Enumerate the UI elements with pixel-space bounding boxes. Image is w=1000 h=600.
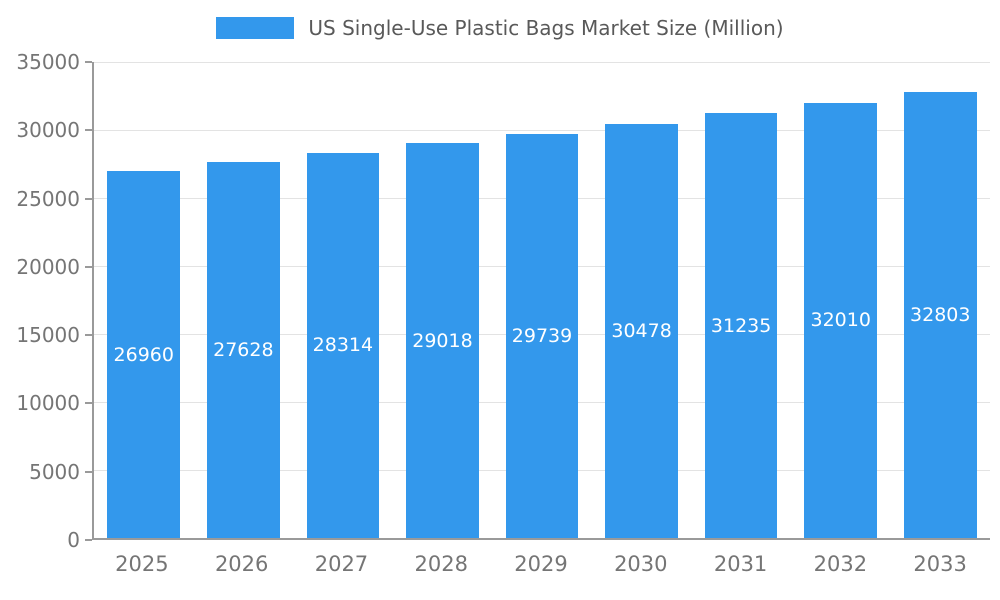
bar[interactable]: 28314 (306, 152, 380, 538)
x-tick-label: 2030 (614, 552, 668, 576)
y-tick-mark (85, 61, 92, 63)
bar-value-label: 30478 (611, 319, 672, 342)
y-tick-mark (85, 539, 92, 541)
bar-value-label: 27628 (213, 339, 274, 362)
bar[interactable]: 30478 (605, 123, 678, 538)
bar-slot: 32803 (891, 62, 991, 538)
y-tick-label: 5000 (29, 459, 80, 484)
y-tick-mark (85, 265, 92, 268)
bar[interactable]: 29739 (505, 133, 579, 538)
bar-slot: 29018 (393, 62, 493, 538)
x-tick-label: 2027 (314, 552, 369, 576)
y-tick-label: 15000 (16, 323, 80, 348)
bar-value-label: 29018 (412, 329, 473, 352)
y-tick-mark (85, 334, 92, 337)
plot-area: 26960 27628 28314 29018 29739 30478 31235 32010… (92, 62, 990, 540)
bar-slot: 29739 (492, 62, 592, 538)
bar-value-label: 28314 (312, 334, 374, 357)
bar[interactable]: 26960 (107, 171, 181, 538)
x-tick-label: 2028 (414, 552, 468, 576)
y-tick-label: 20000 (16, 254, 80, 279)
legend-label: US Single-Use Plastic Bags Market Size (… (308, 16, 784, 40)
x-axis-labels: 2025 2026 2027 2028 2029 2030 2031 2032 2033 (92, 552, 990, 576)
bar-value-label: 26960 (113, 343, 174, 366)
bar-slot: 31235 (691, 62, 791, 538)
legend-swatch-icon (216, 17, 295, 39)
y-tick-label: 25000 (16, 186, 80, 211)
bar-value-label: 32010 (810, 309, 871, 332)
bar[interactable]: 29018 (406, 143, 479, 538)
bar[interactable]: 27628 (207, 162, 280, 538)
bar[interactable]: 32010 (804, 102, 878, 538)
x-tick-label: 2032 (813, 552, 868, 576)
y-tick-label: 30000 (16, 118, 80, 143)
bar-slot: 26960 (94, 62, 194, 538)
y-tick-mark (85, 470, 92, 473)
gridline (94, 62, 990, 63)
y-tick-label: 0 (67, 528, 80, 552)
bar-slot: 28314 (293, 62, 393, 538)
y-tick-mark (85, 129, 92, 132)
y-tick-mark (85, 197, 92, 200)
x-tick-label: 2025 (115, 552, 169, 576)
y-axis-labels: 0 5000 10000 15000 20000 25000 30000 35000 (0, 50, 80, 552)
x-tick-label: 2031 (713, 552, 768, 576)
y-tick-mark (85, 402, 92, 405)
x-tick-label: 2029 (514, 552, 568, 576)
bar-slot: 30478 (592, 62, 692, 538)
bar-value-label: 32803 (910, 303, 971, 326)
bar-value-label: 31235 (710, 314, 772, 337)
bar-slot: 32010 (791, 62, 891, 538)
bar-slot: 27628 (194, 62, 294, 538)
bar[interactable]: 31235 (704, 113, 778, 538)
bar[interactable]: 32803 (903, 91, 977, 538)
y-axis-ticks (85, 61, 92, 541)
chart-legend[interactable]: US Single-Use Plastic Bags Market Size (… (0, 16, 1000, 40)
gridline (94, 130, 990, 131)
bar-value-label: 29739 (511, 324, 573, 347)
y-tick-label: 10000 (16, 391, 80, 416)
y-tick-label: 35000 (16, 50, 80, 74)
x-tick-label: 2033 (913, 552, 967, 576)
x-tick-label: 2026 (214, 552, 269, 576)
bars-container: 26960 27628 28314 29018 29739 30478 31235 32010… (94, 62, 990, 538)
